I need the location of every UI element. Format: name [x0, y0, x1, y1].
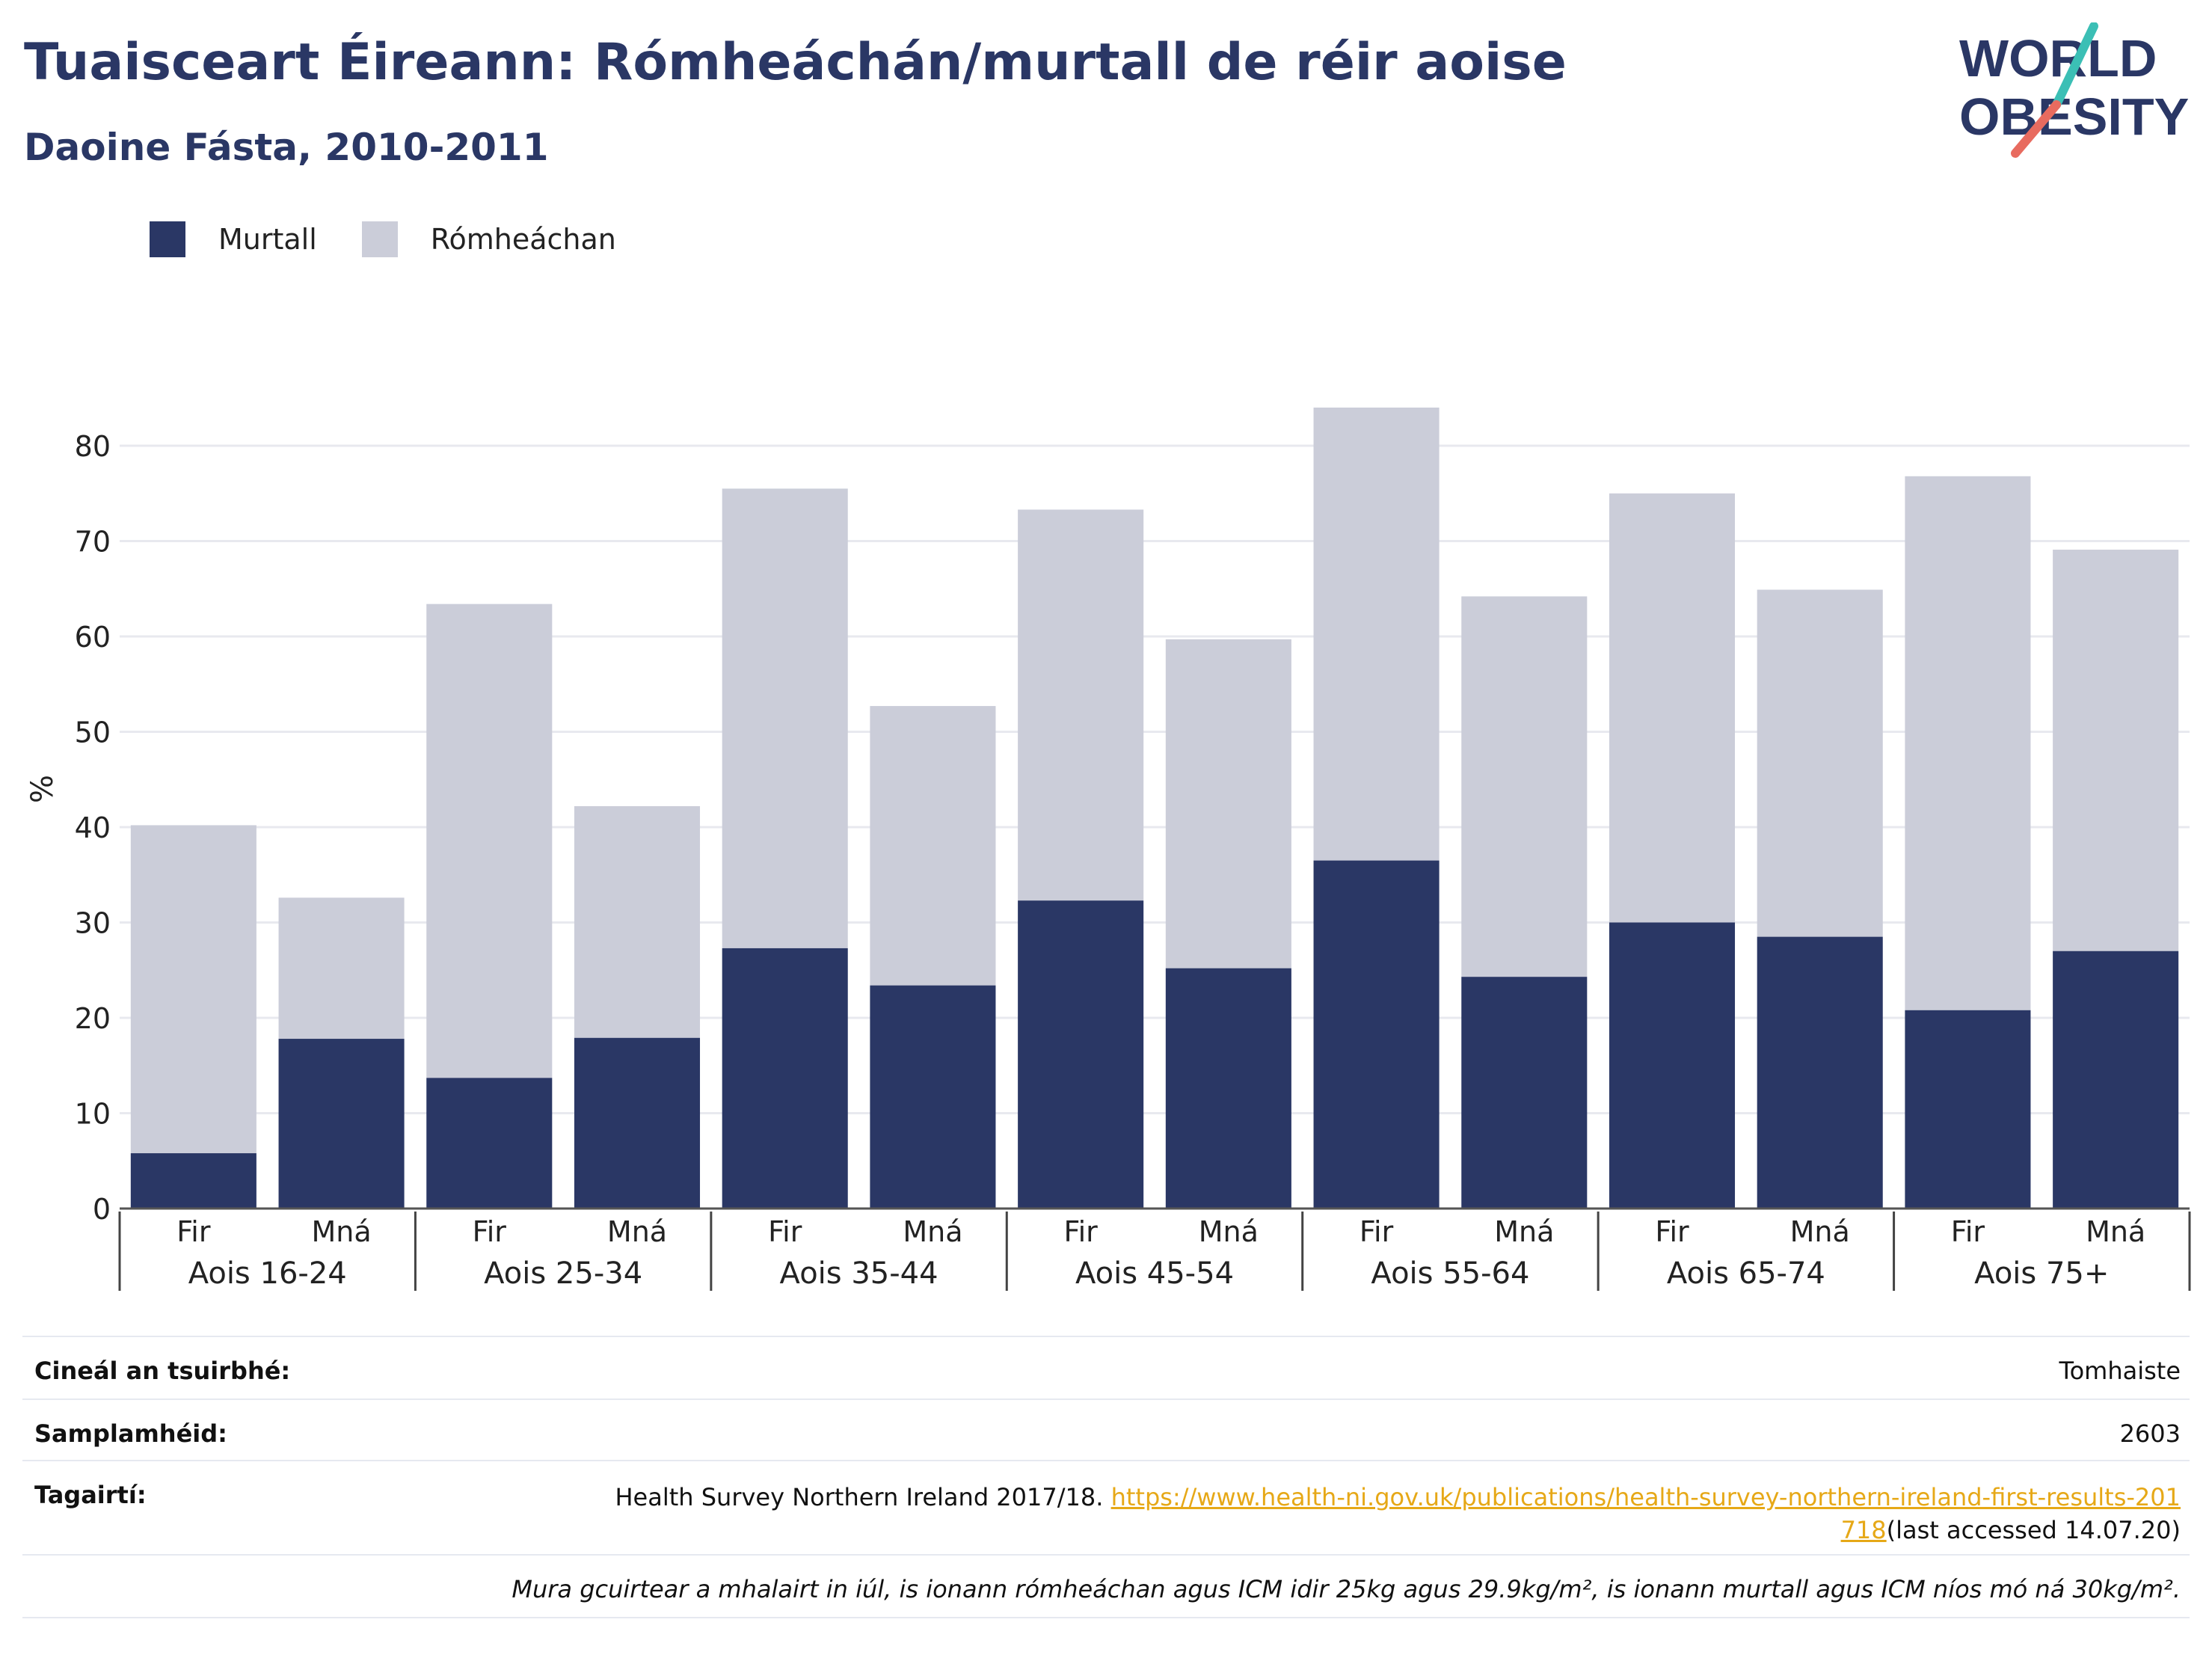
group-label: Aois 55-64 — [1371, 1256, 1529, 1291]
info-row-sample-size: Samplamhéid: 2603 — [22, 1398, 2190, 1460]
bar-obesity — [870, 985, 996, 1209]
group-label: Aois 25-34 — [484, 1256, 642, 1291]
sample-size-label: Samplamhéid: — [34, 1419, 227, 1448]
info-row-references: Tagairtí: Health Survey Northern Ireland… — [22, 1460, 2190, 1554]
bar-obesity — [1313, 860, 1440, 1209]
group-label: Aois 35-44 — [780, 1256, 938, 1291]
survey-type-value: Tomhaiste — [2059, 1357, 2181, 1385]
logo-text-obesity: OBESITY — [1959, 87, 2189, 146]
y-tick-label: 0 — [93, 1193, 111, 1226]
legend-item-obesity[interactable]: Murtall — [150, 221, 317, 257]
bar-overweight — [426, 604, 553, 1078]
x-tick-label: Mná — [1790, 1215, 1850, 1248]
info-row-survey-type: Cineál an tsuirbhé: Tomhaiste — [22, 1336, 2190, 1398]
x-tick-label: Mná — [311, 1215, 371, 1248]
x-tick-label: Mná — [607, 1215, 667, 1248]
bar-overweight — [2053, 549, 2179, 951]
chart-legend: Murtall Rómheáchan — [150, 221, 661, 257]
chart-subtitle: Daoine Fásta, 2010-2011 — [24, 126, 549, 169]
y-tick-label: 40 — [75, 811, 111, 844]
bar-obesity — [1609, 922, 1736, 1209]
references-label: Tagairtí: — [34, 1481, 147, 1509]
y-tick-label: 80 — [75, 430, 111, 463]
legend-swatch-obesity — [150, 221, 185, 257]
legend-item-overweight[interactable]: Rómheáchan — [361, 221, 616, 257]
sample-size-value: 2603 — [2119, 1419, 2181, 1448]
bar-obesity — [426, 1078, 553, 1209]
bar-overweight — [1313, 408, 1440, 861]
world-obesity-logo: WORLD OBESITY — [1959, 22, 2189, 158]
y-tick-label: 70 — [75, 526, 111, 559]
legend-label-overweight: Rómheáchan — [430, 223, 616, 256]
x-tick-label: Fir — [1951, 1215, 1985, 1248]
bar-obesity — [1757, 936, 1883, 1209]
bar-obesity — [1461, 977, 1588, 1209]
y-tick-label: 20 — [75, 1002, 111, 1035]
x-tick-label: Mná — [2086, 1215, 2145, 1248]
y-tick-label: 60 — [75, 621, 111, 654]
survey-type-label: Cineál an tsuirbhé: — [34, 1357, 291, 1385]
bar-overweight — [1165, 639, 1291, 968]
references-value: Health Survey Northern Ireland 2017/18. … — [610, 1481, 2181, 1547]
x-tick-label: Mná — [1199, 1215, 1259, 1248]
y-axis-label: % — [25, 775, 60, 803]
references-link[interactable]: https://www.health-ni.gov.uk/publication… — [1110, 1483, 2181, 1544]
y-tick-label: 10 — [75, 1098, 111, 1131]
references-text: Health Survey Northern Ireland 2017/18. — [615, 1483, 1111, 1511]
bar-obesity — [130, 1153, 256, 1209]
x-tick-label: Fir — [473, 1215, 507, 1248]
stacked-bar-chart: 0 10 20 30 40 50 60 70 80% Fir Mná Fir Mná Fir Mná Fir M… — [25, 408, 2191, 1291]
logo-slash-teal — [2052, 22, 2098, 109]
bar-obesity — [722, 948, 848, 1209]
bar-obesity — [2053, 951, 2179, 1209]
info-row-note: Mura gcuirtear a mhalairt in iúl, is ion… — [22, 1554, 2190, 1618]
bar-overweight — [1905, 476, 2031, 1010]
logo-slash-coral — [2011, 100, 2061, 158]
x-tick-label: Mná — [903, 1215, 962, 1248]
bar-obesity — [1018, 900, 1144, 1209]
bar-obesity — [1905, 1010, 2031, 1209]
bar-obesity — [574, 1037, 701, 1209]
references-suffix: (last accessed 14.07.20) — [1886, 1516, 2181, 1544]
y-tick-label: 50 — [75, 716, 111, 749]
x-tick-label: Mná — [1494, 1215, 1554, 1248]
bar-obesity — [278, 1039, 405, 1209]
survey-info-table: Cineál an tsuirbhé: Tomhaiste Samplamhéi… — [22, 1336, 2190, 1618]
y-tick-label: 30 — [75, 907, 111, 940]
bar-overweight — [870, 706, 996, 986]
bar-overweight — [1609, 493, 1736, 923]
group-label: Aois 65-74 — [1667, 1256, 1825, 1291]
bar-overweight — [1018, 509, 1144, 901]
x-tick-label: Fir — [1655, 1215, 1689, 1248]
bar-overweight — [130, 825, 256, 1154]
group-label: Aois 75+ — [1974, 1256, 2109, 1291]
bar-overweight — [574, 805, 701, 1038]
bar-overweight — [722, 488, 848, 948]
chart-title: Tuaisceart Éireann: Rómheáchán/murtall d… — [24, 33, 1567, 92]
x-tick-label: Fir — [768, 1215, 802, 1248]
x-tick-label: Fir — [1360, 1215, 1394, 1248]
logo-text-world: WORLD — [1959, 29, 2157, 87]
group-label: Aois 45-54 — [1075, 1256, 1234, 1291]
bar-overweight — [278, 897, 405, 1040]
bar-obesity — [1165, 968, 1291, 1209]
x-tick-label: Fir — [176, 1215, 211, 1248]
x-tick-label: Fir — [1064, 1215, 1099, 1248]
bar-overweight — [1461, 596, 1588, 977]
definition-note: Mura gcuirtear a mhalairt in iúl, is ion… — [511, 1575, 2181, 1603]
group-label: Aois 16-24 — [188, 1256, 347, 1291]
legend-swatch-overweight — [361, 221, 398, 257]
legend-label-obesity: Murtall — [218, 223, 317, 256]
bar-overweight — [1757, 589, 1883, 937]
